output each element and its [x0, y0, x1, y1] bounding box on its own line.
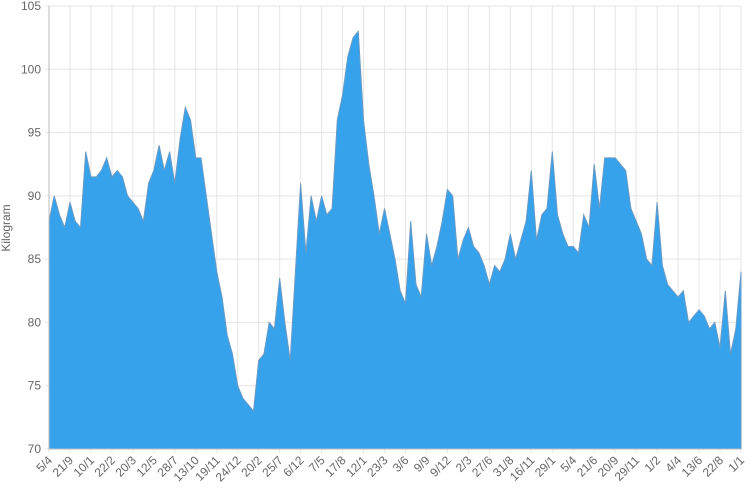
area — [48, 30, 742, 450]
y-tick-label: 85 — [28, 252, 42, 266]
y-tick-label: 80 — [28, 315, 42, 329]
x-tick-label: 12/5 — [134, 453, 161, 480]
x-tick-label: 29/1 — [532, 453, 559, 480]
y-axis-title: Kilogram — [0, 204, 13, 251]
x-tick-label: 6/12 — [280, 453, 307, 480]
x-tick-label: 12/1 — [343, 453, 370, 480]
x-tick-label: 29/11 — [612, 453, 643, 484]
x-tick-label: 17/8 — [322, 453, 349, 480]
x-tick-label: 13/6 — [679, 453, 706, 480]
x-tick-label: 3/6 — [390, 453, 412, 475]
x-tick-label: 10/1 — [71, 453, 98, 480]
x-tick-label: 23/3 — [364, 453, 391, 480]
y-tick-label: 90 — [28, 189, 42, 203]
y-tick-label: 70 — [28, 442, 42, 456]
x-tick-label: 1/2 — [642, 453, 664, 475]
x-tick-label: 21/6 — [574, 453, 601, 480]
y-tick-label: 105 — [21, 0, 41, 13]
x-tick-label: 22/2 — [92, 453, 119, 480]
x-tick-label: 27/6 — [469, 453, 496, 480]
x-tick-label: 20/2 — [238, 453, 265, 480]
x-tick-label: 21/9 — [50, 453, 77, 480]
y-tick-label: 95 — [28, 126, 42, 140]
x-tick-label: 1/1 — [725, 453, 747, 475]
x-tick-label: 20/3 — [113, 453, 140, 480]
x-tick-label: 22/8 — [700, 453, 727, 480]
y-tick-label: 100 — [21, 62, 41, 76]
y-tick-label: 75 — [28, 379, 42, 393]
x-tick-label: 9/12 — [427, 453, 454, 480]
x-tick-label: 25/7 — [259, 453, 286, 480]
